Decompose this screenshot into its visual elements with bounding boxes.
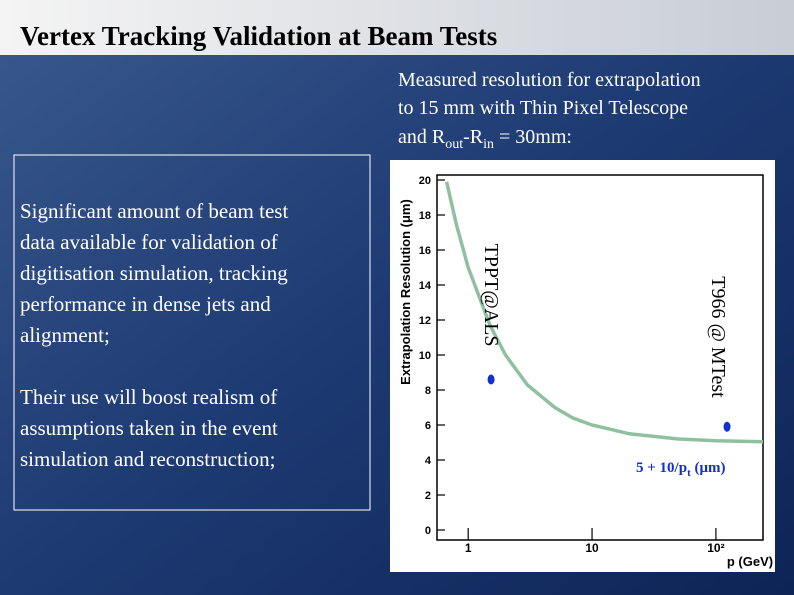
x-axis-label: p (GeV) — [727, 554, 773, 569]
data-point — [487, 374, 495, 385]
y-tick-label: 18 — [419, 210, 431, 222]
body-text: Significant amount of beam test data avai… — [20, 199, 288, 471]
data-point — [723, 421, 731, 432]
y-tick-label: 14 — [419, 280, 432, 292]
intro-line: and Rout-Rin = 30mm: — [398, 126, 572, 152]
x-tick-label: 1 — [465, 541, 472, 555]
title-band — [0, 0, 794, 55]
y-tick-label: 12 — [419, 315, 431, 327]
paragraph-line: alignment; — [20, 323, 110, 347]
chart-panel — [390, 160, 775, 572]
y-tick-label: 10 — [419, 350, 431, 362]
text-box — [13, 154, 371, 511]
y-tick-label: 20 — [419, 175, 431, 187]
curve — [444, 181, 764, 444]
y-tick-label: 6 — [425, 420, 431, 432]
text-run: -R — [463, 126, 484, 148]
paragraph-line: digitisation simulation, tracking — [20, 261, 288, 285]
paragraph-line: performance in dense jets and — [20, 292, 271, 316]
curve-label-run: t — [687, 467, 691, 479]
title: Vertex Tracking Validation at Beam Tests — [20, 21, 497, 51]
x-tick-label: 10 — [585, 541, 599, 555]
subscript: in — [483, 137, 494, 152]
paragraph-line: Significant amount of beam test — [20, 199, 288, 223]
intro-line: Measured resolution for extrapolation — [398, 69, 701, 91]
plot-frame — [436, 174, 764, 541]
series-label: T966 @ MTest — [707, 276, 729, 398]
y-tick-label: 8 — [425, 385, 431, 397]
subscript: out — [445, 137, 463, 152]
y-tick-label: 4 — [425, 455, 432, 467]
y-tick-label: 0 — [425, 525, 431, 537]
y-tick-label: 2 — [425, 490, 431, 502]
curve-label-run: 5 + 10/p — [636, 460, 687, 476]
y-axis-label: Extrapolation Resolution (μm) — [398, 199, 413, 385]
intro: Measured resolution for extrapolation to… — [398, 69, 701, 152]
intro-line: to 15 mm with Thin Pixel Telescope — [398, 97, 688, 119]
text-run: = 30mm: — [494, 126, 572, 148]
curve-label: 5 + 10/pt (μm) — [636, 460, 725, 479]
series-label: TPPT@ALS — [480, 244, 502, 347]
text-run: and R — [398, 126, 446, 148]
paragraph-line: Their use will boost realism of — [20, 385, 277, 409]
paragraph-line: assumptions taken in the event — [20, 416, 278, 440]
curve-label-run: (μm) — [691, 460, 726, 476]
x-tick-label: 10² — [707, 541, 724, 555]
paragraph-line: data available for validation of — [20, 230, 278, 254]
y-tick-label: 16 — [419, 245, 431, 257]
paragraph-line: simulation and reconstruction; — [20, 447, 275, 471]
